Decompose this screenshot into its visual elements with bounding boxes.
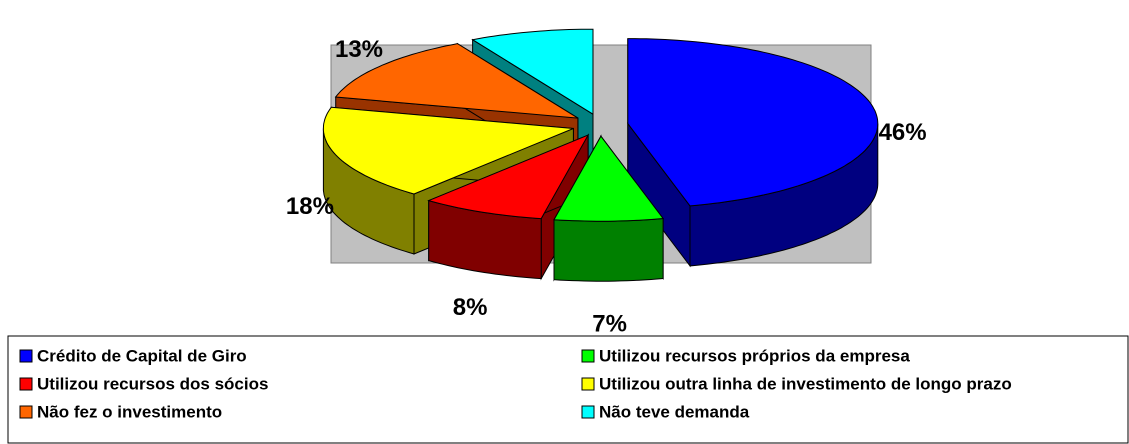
legend-swatch [19, 377, 33, 391]
slice [627, 38, 879, 268]
slice-outer-side [553, 217, 664, 282]
legend-swatch [19, 405, 33, 419]
slice-top [627, 38, 879, 207]
legend-label: Utilizou recursos próprios da empresa [599, 346, 910, 365]
legend-label: Não fez o investimento [37, 402, 222, 421]
data-label: 8% [507, 0, 542, 3]
slice-top [471, 28, 594, 116]
slice-top [334, 43, 579, 119]
slice-top [553, 135, 665, 222]
data-label: 18% [286, 193, 334, 220]
slice-top [322, 106, 574, 195]
legend: Crédito de Capital de Giro Utilizou recur… [19, 346, 1012, 421]
labels: 8% 13% 46% 18% 8% 7% [286, 0, 927, 337]
legend-label: Utilizou outra linha de investimento de … [599, 374, 1012, 393]
data-label: 7% [592, 310, 627, 337]
legend-label: Utilizou recursos dos sócios [37, 374, 268, 393]
slice [553, 134, 665, 282]
legend-label: Não teve demanda [599, 402, 750, 421]
legend-swatch [581, 349, 595, 363]
legend-box [7, 335, 1129, 444]
legend-swatch [19, 349, 33, 363]
data-label: 13% [335, 36, 383, 63]
data-label: 8% [453, 294, 488, 321]
slice-top [427, 134, 590, 220]
legend-swatch [581, 377, 595, 391]
pie [322, 28, 879, 282]
legend-swatch [581, 405, 595, 419]
legend-label: Crédito de Capital de Giro [37, 346, 247, 365]
data-label: 46% [879, 119, 927, 146]
